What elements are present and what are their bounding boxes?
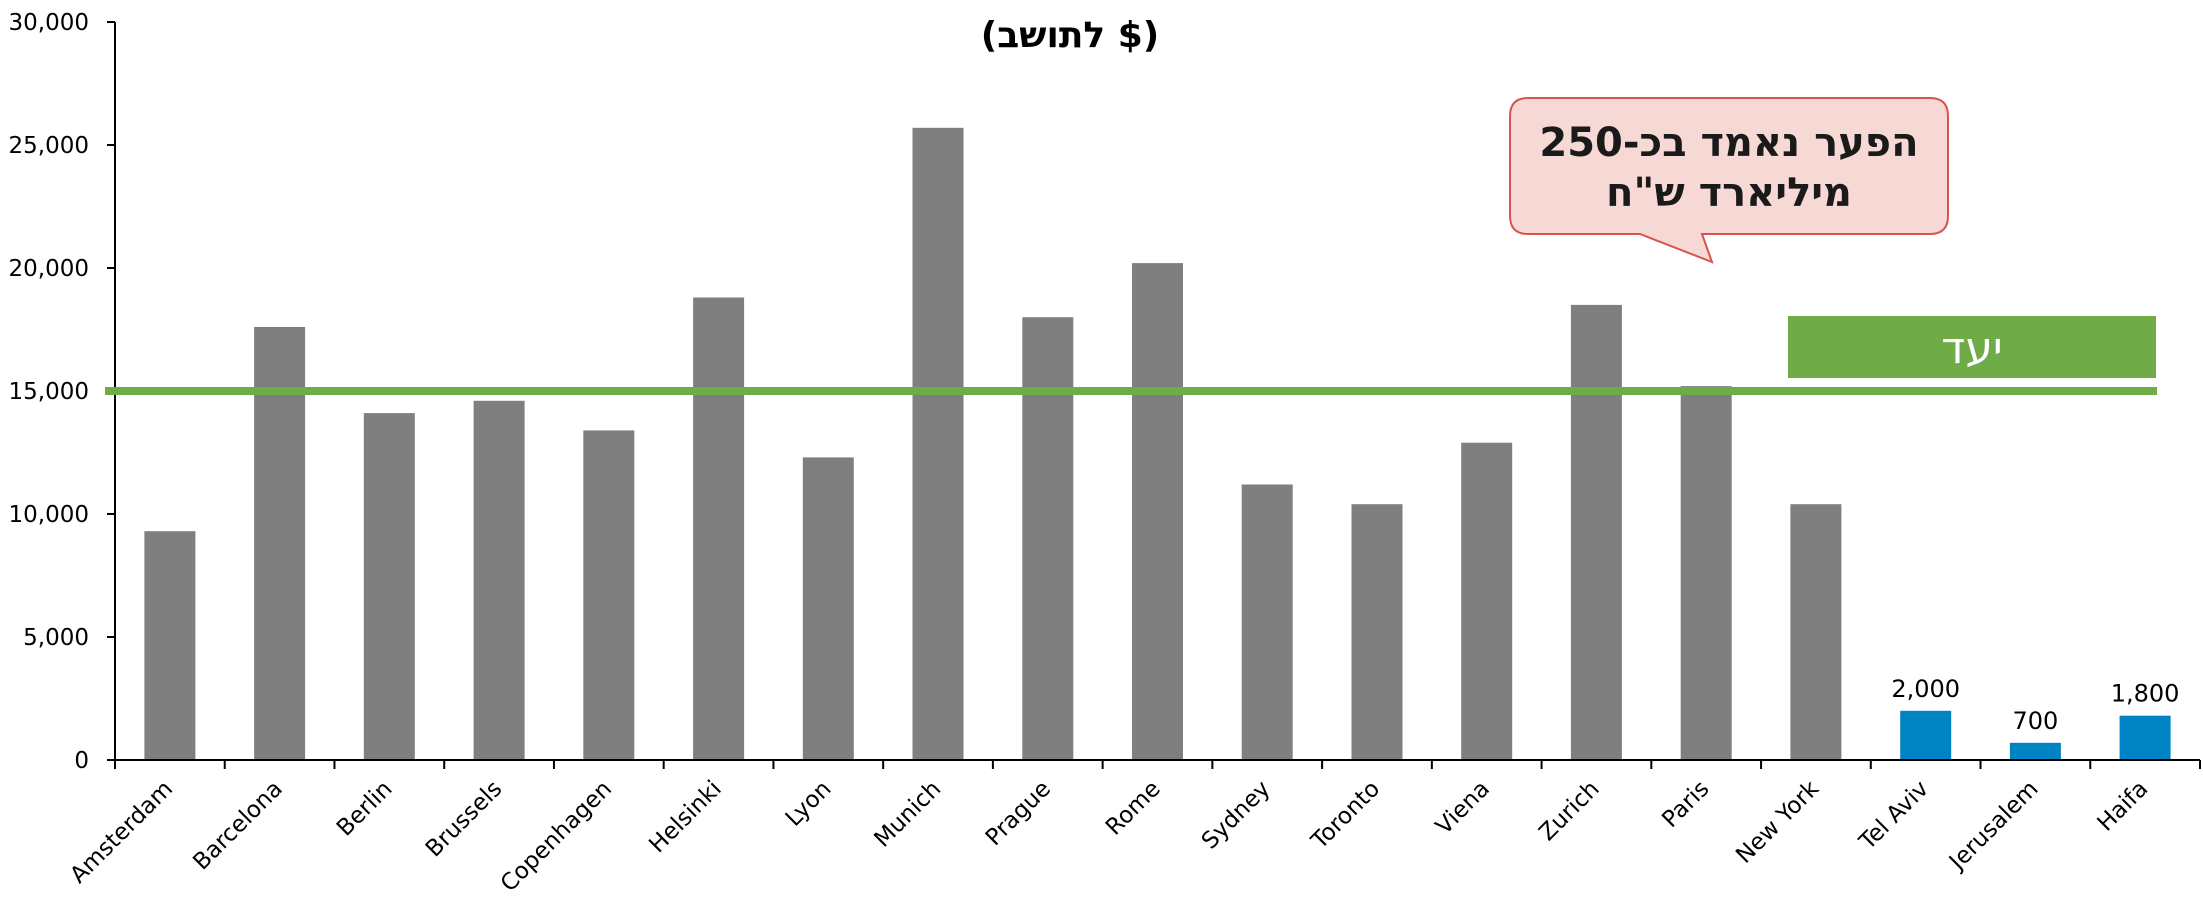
x-tick-label-new-york: New York — [1731, 775, 1824, 868]
callout-text-line: מיליארד ש"ח — [1606, 170, 1852, 216]
bar-zurich — [1570, 304, 1622, 760]
bar-viena — [1461, 442, 1513, 760]
y-tick-label: 15,000 — [9, 379, 89, 405]
bar-helsinki — [693, 297, 745, 760]
x-tick-label-amsterdam: Amsterdam — [65, 776, 178, 889]
bar-brussels — [473, 400, 525, 760]
target-label-box — [1788, 316, 2156, 378]
bar-barcelona — [254, 327, 306, 760]
x-tick-label-viena: Viena — [1431, 776, 1495, 840]
target-label: יעד — [1941, 323, 2002, 374]
bar-new-york — [1790, 504, 1842, 760]
bar-tel-aviv — [1900, 710, 1952, 760]
x-tick-label-munich: Munich — [869, 776, 946, 853]
bar-copenhagen — [583, 430, 635, 760]
data-label-haifa: 1,800 — [2111, 680, 2180, 708]
x-tick-label-toronto: Toronto — [1306, 776, 1385, 855]
x-tick-label-lyon: Lyon — [781, 776, 837, 832]
y-tick-label: 10,000 — [9, 502, 89, 528]
x-tick-label-helsinki: Helsinki — [644, 776, 726, 858]
y-tick-label: 25,000 — [9, 133, 89, 159]
bar-sydney — [1241, 484, 1293, 760]
bar-lyon — [802, 457, 854, 760]
y-tick-label: 30,000 — [9, 10, 89, 36]
chart-title: ($ לתושב) — [981, 15, 1159, 56]
y-tick-label: 5,000 — [23, 625, 89, 651]
x-tick-label-paris: Paris — [1657, 776, 1714, 833]
x-tick-label-zurich: Zurich — [1534, 776, 1604, 846]
bar-haifa — [2119, 715, 2171, 760]
bars-group: 2,000 700 1,800 — [144, 127, 2180, 761]
data-label-jerusalem: 700 — [2012, 707, 2058, 735]
x-tick-label-berlin: Berlin — [332, 776, 398, 842]
y-tick-label: 0 — [74, 748, 89, 774]
bar-munich — [912, 127, 964, 761]
x-tick-label-tel-aviv: Tel Aviv — [1854, 776, 1934, 856]
x-tick-label-sydney: Sydney — [1197, 776, 1276, 855]
x-tick-label-copenhagen: Copenhagen — [496, 776, 617, 897]
x-tick-label-haifa: Haifa — [2093, 776, 2154, 837]
bar-toronto — [1351, 504, 1403, 760]
x-tick-label-prague: Prague — [981, 776, 1056, 851]
bar-paris — [1680, 386, 1732, 760]
x-tick-label-rome: Rome — [1101, 776, 1166, 841]
callout-bubble — [1509, 97, 1949, 264]
bar-berlin — [363, 413, 415, 760]
bar-jerusalem — [2009, 742, 2061, 760]
y-tick-label: 20,000 — [9, 256, 89, 282]
x-tick-label-brussels: Brussels — [421, 776, 507, 862]
callout-text-line: הפער נאמד בכ-250 — [1539, 120, 1918, 166]
bar-rome — [1132, 263, 1183, 760]
x-tick-label-jerusalem: Jerusalem — [1943, 776, 2043, 876]
x-tick-label-barcelona: Barcelona — [188, 776, 288, 876]
bar-amsterdam — [144, 531, 196, 760]
bar-prague — [1022, 317, 1074, 760]
data-label-tel-aviv: 2,000 — [1891, 675, 1960, 703]
